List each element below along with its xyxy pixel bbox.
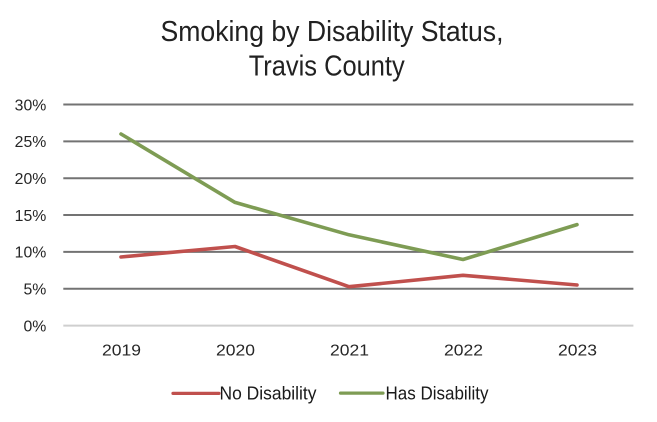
svg-text:Has Disability: Has Disability bbox=[386, 382, 490, 403]
svg-text:5%: 5% bbox=[23, 282, 46, 299]
svg-text:2021: 2021 bbox=[330, 343, 369, 360]
svg-text:2022: 2022 bbox=[444, 343, 483, 360]
svg-text:No Disability: No Disability bbox=[220, 382, 318, 403]
svg-text:30%: 30% bbox=[15, 97, 47, 114]
svg-text:2019: 2019 bbox=[102, 343, 141, 360]
svg-text:Smoking by Disability Status,: Smoking by Disability Status, bbox=[161, 16, 504, 48]
svg-text:2020: 2020 bbox=[216, 343, 255, 360]
svg-text:2023: 2023 bbox=[558, 343, 597, 360]
svg-text:25%: 25% bbox=[15, 134, 47, 151]
svg-text:Travis County: Travis County bbox=[249, 51, 405, 83]
svg-text:15%: 15% bbox=[15, 208, 47, 225]
svg-text:20%: 20% bbox=[15, 171, 47, 188]
svg-text:10%: 10% bbox=[15, 245, 47, 262]
svg-text:0%: 0% bbox=[23, 318, 46, 335]
